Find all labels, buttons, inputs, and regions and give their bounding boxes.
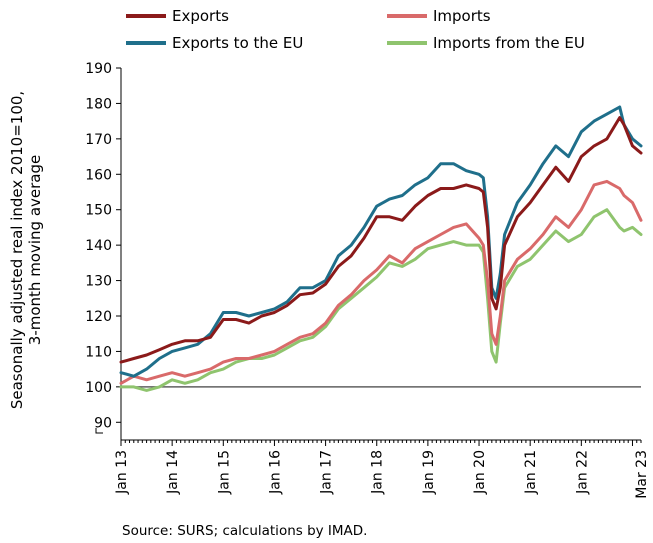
axis-break-mark	[95, 428, 103, 434]
y-axis-title-line2: 3-month moving average	[26, 155, 44, 345]
x-tick-label: Jan 18	[370, 450, 386, 495]
legend-label-exports-eu: Exports to the EU	[172, 34, 303, 52]
x-tick-label: Jan 16	[267, 450, 283, 495]
x-tick-label: Jan 17	[319, 450, 335, 495]
y-tick-label: 100	[85, 380, 112, 396]
y-tick-label: 150	[85, 203, 112, 219]
x-tick-label: Jan 14	[165, 450, 181, 495]
x-tick-label: Jan 20	[472, 450, 488, 495]
x-tick-label: Jan 22	[574, 450, 590, 495]
legend: Exports Imports Exports to the EU Import…	[126, 7, 585, 52]
x-tick-label: Mar 23	[634, 450, 650, 499]
y-tick-label: 110	[85, 344, 112, 360]
y-axis-title: Seasonally adjusted real index 2010=100,…	[8, 91, 44, 409]
x-tick-label: Jan 13	[114, 450, 130, 495]
y-tick-label: 160	[85, 167, 112, 183]
y-tick-label: 130	[85, 274, 112, 290]
legend-label-imports-eu: Imports from the EU	[433, 34, 585, 52]
y-tick-label: 180	[85, 96, 112, 112]
y-tick-label: 90	[94, 415, 112, 431]
series-line-imports-from-the-eu	[119, 208, 643, 392]
x-tick-label: Jan 21	[523, 450, 539, 495]
y-tick-label: 190	[85, 61, 112, 77]
y-axis-title-line1: Seasonally adjusted real index 2010=100,	[8, 91, 26, 409]
x-tick-label: Jan 15	[216, 450, 232, 495]
y-tick-label: 120	[85, 309, 112, 325]
series-line-imports	[119, 179, 643, 385]
x-axis: Jan 13 Jan 14 Jan 15 Jan 16 Jan 17 Jan 18 Jan …	[114, 440, 650, 499]
x-tick-label: Jan 19	[421, 450, 437, 495]
y-tick-label: 170	[85, 132, 112, 148]
y-axis: 90 100 110 120 130 140 150 160 170 180 190	[85, 61, 121, 431]
series-line-exports	[119, 116, 643, 364]
source-note: Source: SURS; calculations by IMAD.	[122, 523, 367, 539]
series-line-exports-to-the-eu	[119, 105, 643, 378]
legend-label-imports: Imports	[433, 7, 491, 25]
y-tick-label: 140	[85, 238, 112, 254]
legend-label-exports: Exports	[172, 7, 229, 25]
series-layer	[119, 105, 643, 392]
